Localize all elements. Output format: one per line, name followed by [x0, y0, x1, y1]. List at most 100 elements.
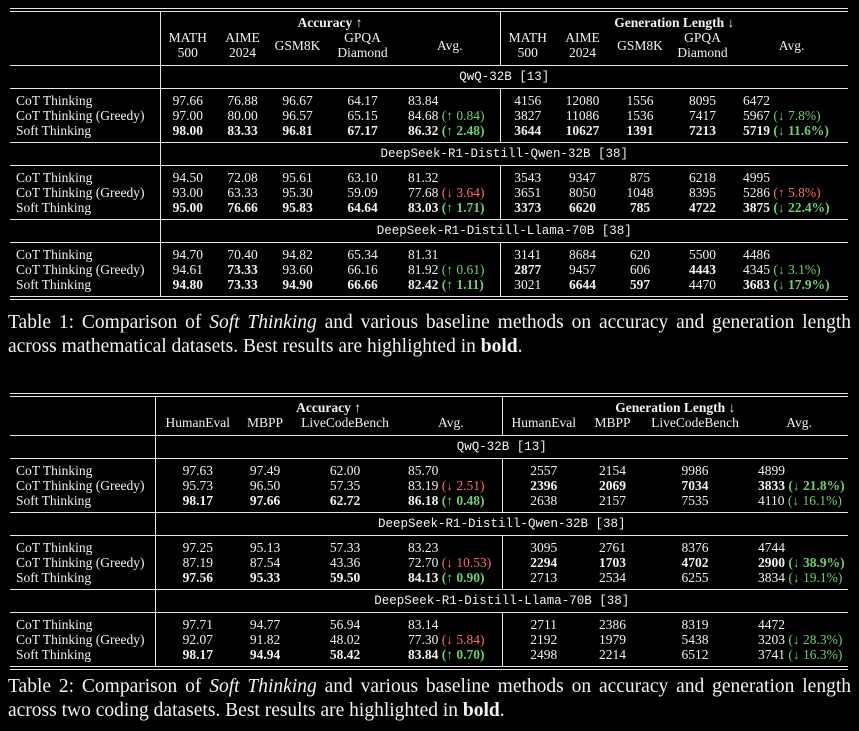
cell: 2157 [585, 493, 640, 513]
delta: (↓ 28.3%) [788, 632, 843, 647]
cell: 1536 [610, 108, 670, 123]
cell-value: 64.17 [347, 93, 378, 108]
cell-value: 9347 [569, 170, 596, 185]
column-header-line: 2024 [229, 45, 256, 60]
cell: 4443 [670, 262, 735, 277]
caption: Table 1: Comparison of Soft Thinking and… [8, 311, 851, 359]
method: CoT Thinking [10, 88, 161, 108]
model-name: DeepSeek-R1-Distill-Qwen-32B [38] [380, 146, 629, 161]
group-header-row: Accuracy ↑ Generation Length ↓ [10, 395, 848, 415]
cell: 6472 [735, 89, 848, 108]
cell: 3683 (↓ 17.9%) [735, 277, 848, 298]
cell: 86.32 (↑ 2.48) [400, 123, 501, 143]
delta: (↑ 5.8%) [773, 185, 821, 200]
section-row: DeepSeek-R1-Distill-Qwen-32B [38] [10, 142, 849, 166]
cell: 97.00 [160, 108, 215, 123]
data-row: Soft Thinking 98.00 83.33 96.81 67.17 86.32 (… [10, 123, 848, 143]
cell: 4744 [750, 536, 848, 555]
cell: 6512 [640, 647, 750, 668]
cell: 4722 [670, 200, 735, 220]
cell-value: 83.19 [408, 478, 439, 493]
cell-value: 7417 [689, 108, 716, 123]
cell-value: 81.31 [408, 247, 439, 262]
cell-value: 95.30 [282, 185, 313, 200]
data-row: CoT Thinking (Greedy) 87.19 87.54 43.36 72.7… [10, 555, 848, 570]
cell-value: 6218 [689, 170, 716, 185]
cell-value: 65.15 [347, 108, 378, 123]
corner [10, 10, 161, 30]
cell-value: 12080 [565, 93, 600, 108]
cell-value: 2192 [530, 632, 558, 647]
cell: 70.40 [215, 243, 270, 262]
method: CoT Thinking (Greedy) [10, 262, 161, 277]
cell: 87.54 [240, 555, 290, 570]
cell-value: 4486 [743, 247, 770, 262]
delta: (↓ 16.3%) [788, 647, 843, 662]
delta: (↑ 1.11) [441, 277, 484, 292]
column-header: GSM8K [610, 30, 670, 66]
column-header: GSM8K [270, 30, 325, 66]
cell: 94.80 [160, 277, 215, 298]
column-header-line: AIME [565, 30, 600, 45]
delta: (↓ 17.9%) [773, 277, 830, 292]
cell-value: 97.00 [172, 108, 203, 123]
cell: 83.23 [400, 535, 503, 555]
cell-value: 785 [629, 200, 651, 215]
cell: 77.30 (↓ 5.84) [400, 632, 503, 647]
cell: 7213 [670, 123, 735, 143]
cell: 59.09 [325, 185, 400, 200]
cell-value: 1556 [626, 93, 654, 108]
cell-value: 92.07 [182, 632, 213, 647]
cell: 3651 [500, 185, 555, 200]
group-title: Generation Length ↓ [614, 15, 735, 30]
data-row: CoT Thinking 97.25 95.13 57.33 83.23 3095 2761… [10, 535, 848, 555]
table-head: Accuracy ↑ Generation Length ↓ MATH 500 AIME… [10, 10, 849, 66]
cell-value: 56.94 [329, 617, 361, 632]
cell: 4899 [750, 459, 848, 478]
cell: 2192 [502, 632, 585, 647]
cell: 1979 [585, 632, 640, 647]
cell: 57.35 [290, 478, 400, 493]
cell: 98.17 [155, 647, 240, 668]
cell-value: 76.88 [227, 93, 258, 108]
data-row: Soft Thinking 98.17 94.94 58.42 83.84 (↑ 0.7… [10, 647, 848, 668]
cell: 5500 [670, 243, 735, 262]
cell-value: 8319 [681, 617, 709, 632]
cell: 94.82 [270, 243, 325, 262]
cell: 56.94 [290, 613, 400, 632]
cell-value: 2877 [514, 262, 542, 277]
delta: (↑ 0.61) [441, 262, 485, 277]
cell-value: 94.50 [172, 170, 203, 185]
cell: 97.63 [155, 459, 240, 478]
cell-value: 606 [629, 262, 651, 277]
cell: 6218 [670, 166, 735, 185]
column-header-line: GSM8K [274, 37, 321, 53]
spacer [10, 219, 161, 243]
cell-value: 98.17 [182, 647, 213, 662]
cell-value: 57.33 [329, 540, 361, 555]
cell: 64.64 [325, 200, 400, 220]
cell-value: 1048 [626, 185, 654, 200]
cell: 97.25 [155, 536, 240, 555]
group-header-row: Accuracy ↑ Generation Length ↓ [10, 10, 848, 30]
delta: (↓ 2.51) [441, 478, 485, 493]
cell: 3095 [502, 536, 585, 555]
cell: 1391 [610, 123, 670, 143]
column-header: HumanEval [155, 415, 240, 436]
cell: 7417 [670, 108, 735, 123]
cell: 8319 [640, 613, 750, 632]
cell-value: 73.33 [227, 262, 258, 277]
group-title: Accuracy ↑ [155, 395, 503, 415]
cell: 606 [610, 262, 670, 277]
caption-text: Table 1: Comparison of [8, 312, 210, 333]
cell-value: 65.34 [347, 247, 378, 262]
cell: 1556 [610, 89, 670, 108]
cell: 93.60 [270, 262, 325, 277]
cell: 62.72 [290, 493, 400, 513]
cell-value: 7535 [681, 493, 709, 508]
cell: 82.42 (↑ 1.11) [400, 277, 501, 298]
section-row: QwQ-32B [13] [10, 65, 849, 89]
cell: 81.32 [400, 165, 501, 185]
cell: 8095 [670, 89, 735, 108]
delta: (↓ 21.8%) [788, 478, 845, 493]
